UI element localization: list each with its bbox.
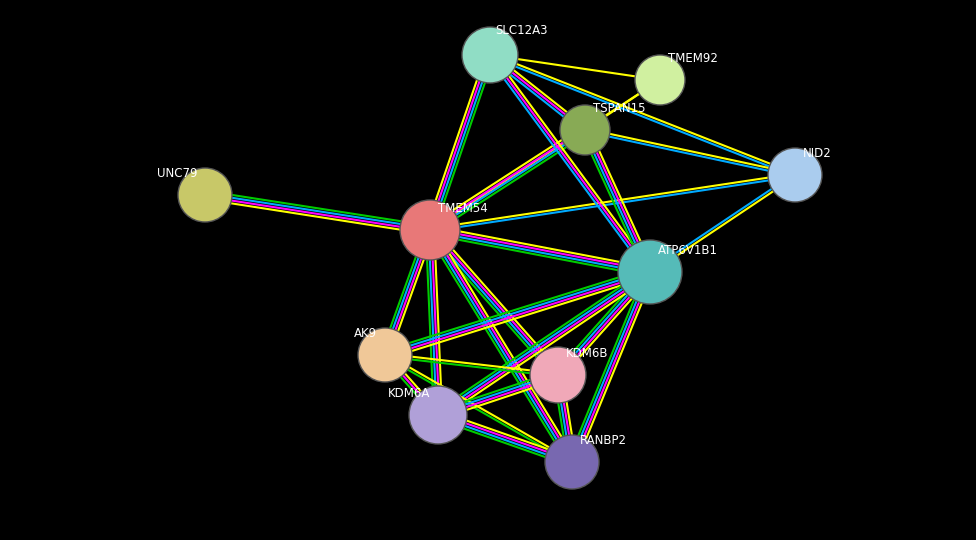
Circle shape (768, 148, 822, 202)
Text: NID2: NID2 (803, 147, 832, 160)
Text: ATP6V1B1: ATP6V1B1 (658, 244, 718, 257)
Text: RANBP2: RANBP2 (580, 434, 627, 447)
Circle shape (635, 55, 685, 105)
Circle shape (178, 168, 232, 222)
Text: UNC79: UNC79 (156, 167, 197, 180)
Text: AK9: AK9 (354, 327, 377, 340)
Text: TMEM92: TMEM92 (668, 52, 718, 65)
Circle shape (530, 347, 586, 403)
Circle shape (560, 105, 610, 155)
Circle shape (358, 328, 412, 382)
Circle shape (400, 200, 460, 260)
Circle shape (462, 27, 518, 83)
Text: KDM6A: KDM6A (387, 387, 430, 400)
Text: KDM6B: KDM6B (566, 347, 608, 360)
Text: TMEM54: TMEM54 (438, 202, 488, 215)
Text: TSPAN15: TSPAN15 (593, 102, 645, 115)
Text: SLC12A3: SLC12A3 (495, 24, 548, 37)
Circle shape (409, 386, 467, 444)
Circle shape (545, 435, 599, 489)
Circle shape (618, 240, 682, 304)
